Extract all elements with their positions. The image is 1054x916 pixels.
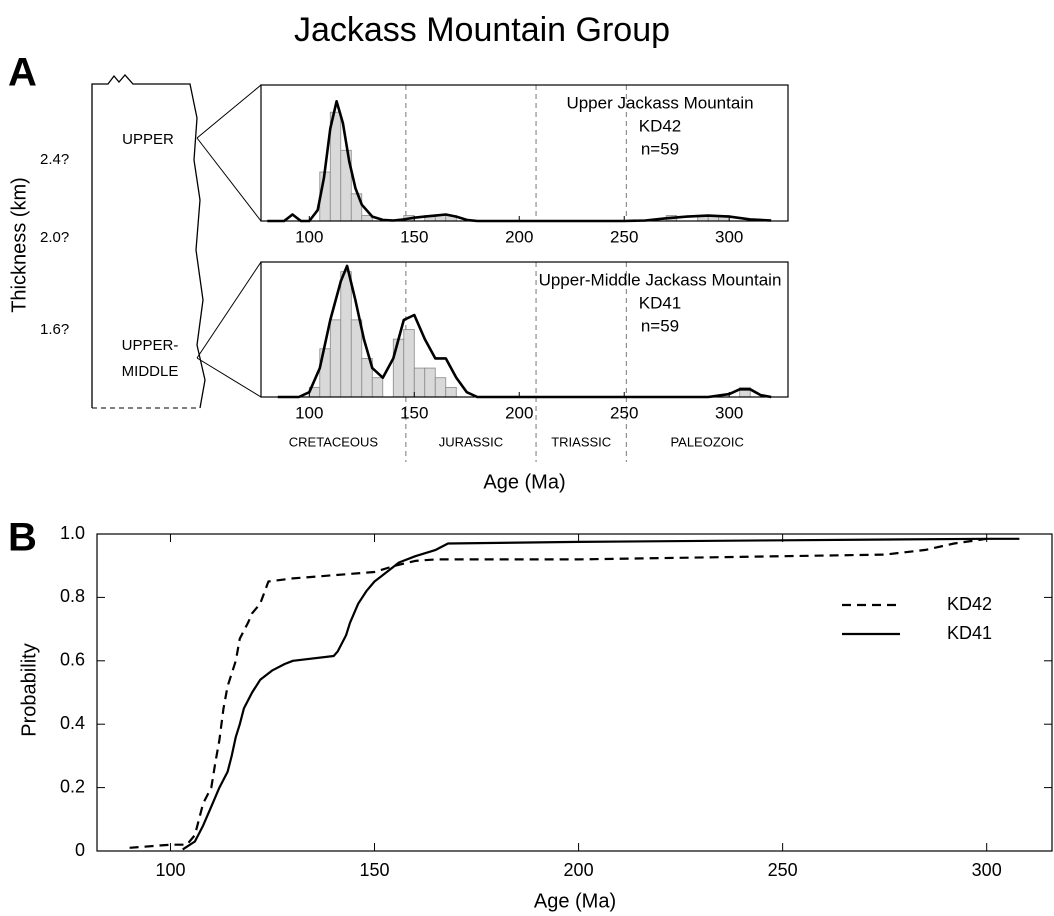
y-tick-label: 0 bbox=[75, 840, 85, 860]
y-tick-label: 0.2 bbox=[60, 776, 85, 796]
density-curve bbox=[267, 100, 772, 223]
x-tick-label: 100 bbox=[295, 227, 323, 246]
x-tick-label: 200 bbox=[505, 403, 533, 422]
period-label: JURASSIC bbox=[439, 434, 503, 449]
x-axis-label: Age (Ma) bbox=[483, 471, 565, 493]
panel-label: A bbox=[8, 51, 37, 95]
column-outline bbox=[91, 74, 206, 409]
unit-label: MIDDLE bbox=[122, 363, 179, 380]
bar bbox=[445, 386, 457, 398]
strat-column: UPPER UPPER- MIDDLE 2.4? 2.0? 1.6? Thick… bbox=[8, 74, 262, 409]
zoom-line bbox=[196, 357, 262, 398]
sample-label: KD41 bbox=[639, 293, 682, 312]
period-label: TRIASSIC bbox=[551, 434, 611, 449]
thickness-label: 2.0? bbox=[40, 229, 69, 246]
sample-label: KD42 bbox=[639, 116, 682, 135]
bar bbox=[434, 377, 447, 398]
unit-label: UPPER- bbox=[122, 337, 179, 354]
zoom-line bbox=[196, 84, 262, 139]
x-tick-label: 300 bbox=[715, 227, 743, 246]
bar bbox=[403, 329, 415, 398]
x-tick-label: 250 bbox=[610, 227, 638, 246]
bar bbox=[329, 111, 342, 222]
x-tick-label: 150 bbox=[400, 227, 428, 246]
y-tick-label: 0.4 bbox=[60, 713, 85, 733]
x-tick-label: 100 bbox=[155, 860, 185, 880]
sample-label: Upper-Middle Jackass Mountain bbox=[539, 270, 782, 289]
figure-title: Jackass Mountain Group bbox=[294, 11, 670, 49]
x-tick-label: 250 bbox=[768, 860, 798, 880]
period-label: PALEOZOIC bbox=[670, 434, 743, 449]
bar bbox=[350, 319, 363, 398]
plot-frame bbox=[260, 84, 789, 222]
x-tick-label: 100 bbox=[295, 403, 323, 422]
panel-label: B bbox=[8, 516, 37, 560]
legend-label: KD42 bbox=[947, 594, 992, 614]
x-tick-label: 250 bbox=[610, 403, 638, 422]
sample-label: n=59 bbox=[641, 139, 679, 158]
sample-label: Upper Jackass Mountain bbox=[566, 93, 753, 112]
x-tick-label: 300 bbox=[715, 403, 743, 422]
period-label: CRETACEOUS bbox=[289, 434, 379, 449]
y-tick-label: 0.8 bbox=[60, 586, 85, 606]
x-tick-label: 150 bbox=[400, 403, 428, 422]
y-axis-label: Thickness (km) bbox=[8, 177, 30, 313]
bar bbox=[371, 377, 384, 398]
bar bbox=[424, 367, 436, 398]
y-tick-label: 0.6 bbox=[60, 650, 85, 670]
cdf-line bbox=[129, 537, 987, 849]
zoom-line bbox=[196, 261, 262, 359]
x-axis-label: Age (Ma) bbox=[534, 890, 616, 912]
x-tick-label: 200 bbox=[564, 860, 594, 880]
zoom-line bbox=[196, 137, 262, 222]
y-axis-label: Probability bbox=[18, 643, 40, 736]
legend-label: KD41 bbox=[947, 623, 992, 643]
bar bbox=[329, 319, 342, 398]
thickness-label: 2.4? bbox=[40, 151, 69, 168]
bar bbox=[413, 367, 426, 398]
cdf-line bbox=[182, 537, 1020, 851]
plot-frame bbox=[260, 261, 789, 398]
x-tick-label: 300 bbox=[972, 860, 1002, 880]
sample-label: n=59 bbox=[641, 316, 679, 335]
bar bbox=[340, 271, 352, 398]
x-tick-label: 150 bbox=[359, 860, 389, 880]
plot-frame bbox=[96, 533, 1053, 852]
x-tick-label: 200 bbox=[505, 227, 533, 246]
unit-label: UPPER bbox=[122, 131, 174, 148]
density-curve bbox=[277, 264, 772, 399]
y-tick-label: 1.0 bbox=[60, 523, 85, 543]
thickness-label: 1.6? bbox=[40, 321, 69, 338]
